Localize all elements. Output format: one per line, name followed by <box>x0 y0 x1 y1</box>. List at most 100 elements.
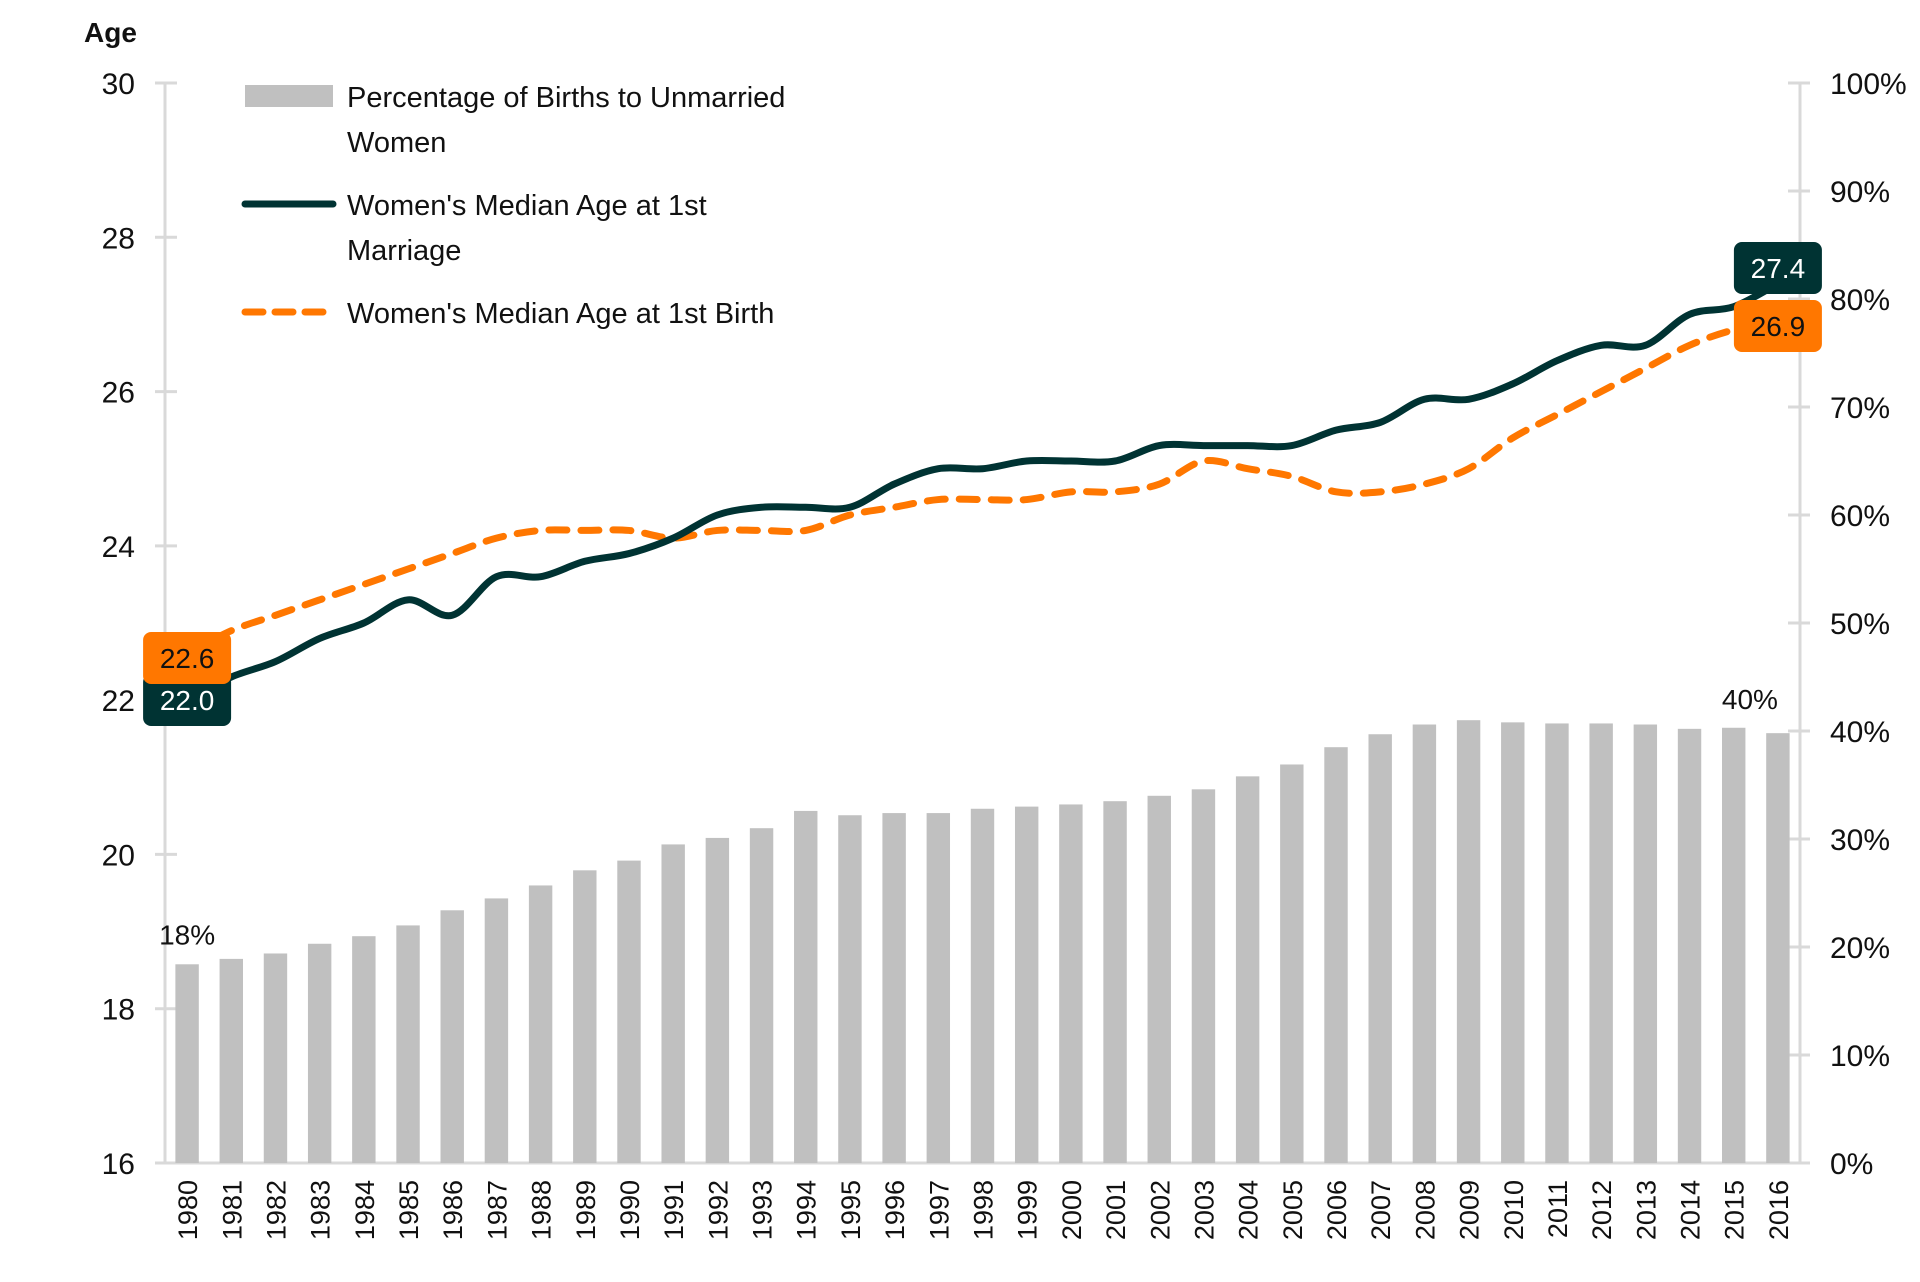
bar <box>1191 789 1216 1163</box>
x-axis-tick-label: 1993 <box>748 1180 778 1240</box>
bar <box>1412 724 1437 1163</box>
bar <box>926 813 951 1163</box>
x-axis-tick-label: 2003 <box>1189 1180 1219 1240</box>
x-axis-tick-label: 2015 <box>1720 1180 1750 1240</box>
x-axis-tick-label: 2000 <box>1057 1180 1087 1240</box>
marriage-age-line <box>183 280 1782 704</box>
marriage-start-label-box <box>143 674 232 726</box>
left-axis-tick-label: 22 <box>102 685 135 718</box>
bar <box>1103 801 1127 1163</box>
bar <box>352 936 376 1163</box>
x-axis-tick-label: 1994 <box>792 1180 822 1240</box>
x-axis-tick-label: 1980 <box>173 1180 203 1240</box>
x-axis-tick-label: 1989 <box>571 1180 601 1240</box>
x-axis-tick-label: 1999 <box>1013 1180 1043 1240</box>
bar <box>617 860 641 1163</box>
legend-label: Women's Median Age at 1st <box>347 190 707 222</box>
right-axis-tick-label: 100% <box>1830 68 1907 101</box>
bar <box>1368 734 1392 1163</box>
x-axis-tick-label: 1982 <box>261 1180 291 1240</box>
bar <box>1722 727 1746 1163</box>
bar-end-label: 40% <box>1722 684 1778 715</box>
bar <box>970 808 995 1163</box>
left-axis-tick-label: 24 <box>102 531 135 564</box>
bar <box>794 810 818 1163</box>
bar <box>838 815 862 1163</box>
legend-bar-swatch <box>245 85 333 107</box>
x-axis-tick-label: 1981 <box>217 1180 247 1240</box>
right-axis-tick-label: 30% <box>1830 824 1890 857</box>
birth-end-label: 26.9 <box>1733 300 1822 352</box>
left-axis-tick-label: 18 <box>102 994 135 1027</box>
bars <box>175 720 1790 1163</box>
legend-label: Women <box>347 127 446 159</box>
marriage-end-label: 27.4 <box>1733 242 1822 294</box>
bar <box>528 885 553 1163</box>
x-axis-tick-label: 2007 <box>1366 1180 1396 1240</box>
legend-item: Women's Median Age at 1st Birth <box>241 298 774 330</box>
bar <box>882 813 906 1163</box>
bar <box>175 964 199 1163</box>
legend-label: Marriage <box>347 235 461 267</box>
bar <box>1545 723 1569 1163</box>
marriage-end-label-box <box>1733 242 1822 294</box>
bar <box>219 958 243 1163</box>
legend-item: Women's Median Age at 1st Marriage <box>241 190 707 267</box>
right-axis-tick-label: 70% <box>1830 392 1890 425</box>
x-axis-tick-label: 2016 <box>1764 1180 1794 1240</box>
x-axis-tick-label: 1997 <box>924 1180 954 1240</box>
x-axis-tick-label: 2010 <box>1499 1180 1529 1240</box>
x-axis-tick-label: 1992 <box>703 1180 733 1240</box>
birth-start-label-box <box>143 632 232 684</box>
bar <box>1766 733 1790 1163</box>
x-axis-tick-label: 2005 <box>1278 1180 1308 1240</box>
left-axis-title: Age <box>84 17 137 48</box>
x-axis-tick-label: 1996 <box>880 1180 910 1240</box>
bar <box>1589 723 1613 1163</box>
axes: 16 18 20 22 24 26 28 30 Age 0% 10% 20% 30% 40% 50% 60% 7… <box>84 17 1907 1240</box>
x-axis-tick-label: 1987 <box>482 1180 512 1240</box>
bar <box>1280 764 1304 1163</box>
bar <box>705 837 730 1163</box>
x-axis-tick-label: 2002 <box>1145 1180 1175 1240</box>
bar <box>573 870 597 1163</box>
x-axis-tick-label: 1984 <box>350 1180 380 1240</box>
bar <box>1633 724 1658 1163</box>
left-axis-tick-label: 26 <box>102 377 135 410</box>
x-axis-tick-label: 1990 <box>615 1180 645 1240</box>
marriage-start-label: 22.0 <box>143 674 232 726</box>
x-axis-tick-label: 1983 <box>306 1180 336 1240</box>
x-axis-tick-label: 2006 <box>1322 1180 1352 1240</box>
right-axis-tick-label: 80% <box>1830 284 1890 317</box>
legend-label: Percentage of Births to Unmarried <box>347 82 785 114</box>
birth-end-label-text: 26.9 <box>1751 311 1806 342</box>
bar <box>396 925 420 1163</box>
bar <box>1147 795 1171 1163</box>
birth-age-line <box>183 318 1782 658</box>
birth-start-label: 22.6 <box>143 632 232 684</box>
x-axis-tick-label: 2008 <box>1410 1180 1440 1240</box>
bar-start-label: 18% <box>159 919 215 950</box>
x-axis-tick-label: 2012 <box>1587 1180 1617 1240</box>
lines <box>183 280 1782 704</box>
bar <box>263 953 288 1163</box>
bar <box>1235 776 1260 1163</box>
legend: Percentage of Births to Unmarried Women Wo… <box>241 82 785 330</box>
bar <box>661 844 685 1163</box>
x-axis-tick-label: 2001 <box>1101 1180 1131 1240</box>
bar <box>1677 728 1702 1163</box>
birth-end-label-box <box>1733 300 1822 352</box>
right-axis-tick-label: 50% <box>1830 608 1890 641</box>
marriage-end-label-text: 27.4 <box>1751 253 1806 284</box>
right-axis-tick-label: 20% <box>1830 932 1890 965</box>
bar <box>1059 804 1083 1163</box>
left-axis-tick-label: 28 <box>102 222 135 255</box>
x-axis-tick-label: 2014 <box>1676 1180 1706 1240</box>
x-axis-tick-label: 1998 <box>969 1180 999 1240</box>
data-labels: 22.0 22.6 27.4 26.9 18% 40% <box>143 242 1822 950</box>
right-axis-tick-label: 40% <box>1830 716 1890 749</box>
x-axis-tick-label: 2013 <box>1631 1180 1661 1240</box>
x-axis-tick-label: 1988 <box>527 1180 557 1240</box>
x-axis-tick-label: 1995 <box>836 1180 866 1240</box>
